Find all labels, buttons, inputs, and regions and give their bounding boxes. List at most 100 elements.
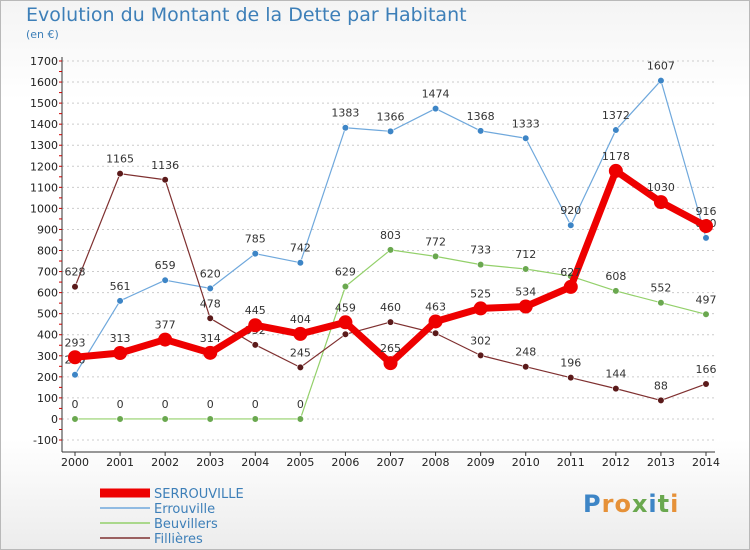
y-tick-label: 1700: [30, 55, 58, 68]
data-point: [518, 299, 533, 314]
data-label: 1372: [602, 109, 630, 122]
x-tick-label: 2012: [602, 456, 630, 469]
data-label: 627: [560, 266, 581, 279]
data-point: [612, 126, 620, 134]
data-label: 0: [297, 398, 304, 411]
data-label: 404: [290, 313, 311, 326]
x-tick-label: 2002: [151, 456, 179, 469]
data-point: [386, 127, 395, 135]
data-label: 742: [290, 242, 311, 255]
data-label: 0: [117, 398, 124, 411]
y-tick-label: 600: [37, 287, 58, 300]
x-tick-label: 2005: [286, 456, 314, 469]
data-point: [206, 284, 214, 293]
data-point: [203, 345, 218, 360]
y-tick-label: -100: [33, 434, 58, 447]
data-label: 1165: [106, 153, 134, 166]
data-point: [248, 318, 263, 333]
data-label: 0: [207, 398, 214, 411]
data-label: 445: [245, 304, 266, 317]
data-label: 463: [425, 300, 446, 313]
data-label: 772: [425, 235, 446, 248]
y-tick-label: 200: [37, 371, 58, 384]
data-point: [206, 314, 214, 322]
data-label: 166: [696, 363, 717, 376]
data-point: [608, 163, 623, 178]
y-tick-label: 900: [37, 223, 58, 236]
data-point: [296, 363, 304, 371]
data-point: [657, 299, 665, 307]
data-label: 1333: [512, 117, 540, 130]
y-tick-label: 700: [37, 266, 58, 279]
data-point: [293, 326, 308, 341]
data-point: [113, 346, 128, 361]
data-label: 460: [380, 301, 401, 314]
data-point: [612, 385, 620, 393]
y-tick-label: 1400: [30, 118, 58, 131]
data-point: [522, 363, 530, 371]
data-label: 1030: [647, 181, 675, 194]
data-label: 497: [696, 293, 717, 306]
legend-label: Beuvillers: [154, 517, 218, 532]
data-label: 561: [110, 280, 131, 293]
x-tick-label: 2006: [331, 456, 359, 469]
data-label: 525: [470, 287, 491, 300]
legend-label: SERROUVILLE: [154, 487, 244, 502]
data-point: [341, 330, 350, 338]
data-point: [71, 415, 79, 423]
data-point: [296, 415, 304, 423]
data-label: 1383: [331, 107, 359, 120]
data-label: 88: [654, 379, 668, 392]
data-point: [522, 134, 530, 142]
data-point: [71, 283, 79, 291]
data-label: 459: [335, 301, 356, 314]
data-point: [251, 415, 259, 423]
x-tick-label: 2000: [61, 456, 89, 469]
data-point: [116, 297, 124, 305]
legend-label: Errouville: [154, 502, 215, 517]
data-point: [522, 265, 530, 273]
y-tick-label: 1200: [30, 160, 58, 173]
x-tick-label: 2009: [467, 456, 495, 469]
data-label: 628: [65, 266, 86, 279]
data-point: [386, 246, 395, 254]
data-point: [657, 396, 665, 405]
data-point: [567, 221, 575, 229]
y-tick-label: 1000: [30, 202, 58, 215]
y-tick-label: 500: [37, 308, 58, 321]
data-point: [477, 127, 485, 135]
data-label: 1607: [647, 60, 675, 73]
data-point: [161, 176, 169, 184]
data-point: [116, 415, 124, 423]
data-label: 620: [200, 267, 221, 280]
x-tick-label: 2013: [647, 456, 675, 469]
data-point: [431, 252, 440, 260]
data-point: [702, 380, 710, 388]
data-point: [702, 234, 710, 242]
logo-letter: i: [648, 490, 658, 518]
data-point: [251, 250, 259, 258]
data-label: 377: [155, 319, 176, 332]
data-point: [653, 195, 668, 210]
y-tick-label: 1300: [30, 139, 58, 152]
data-label: 785: [245, 233, 266, 246]
data-label: 313: [110, 332, 131, 345]
logo-letter: r: [601, 490, 615, 518]
logo-letter: i: [670, 490, 680, 518]
x-tick-label: 2008: [422, 456, 450, 469]
y-tick-label: 1600: [30, 76, 58, 89]
data-point: [699, 219, 713, 234]
data-label: 534: [515, 286, 536, 299]
logo-letter: P: [583, 490, 602, 518]
y-tick-label: 300: [37, 350, 58, 363]
data-label: 293: [65, 336, 86, 349]
data-label: 1178: [602, 150, 630, 163]
data-label: 552: [650, 282, 671, 295]
chart-subtitle: (en €): [26, 28, 59, 41]
data-point: [431, 329, 440, 337]
x-tick-label: 2007: [377, 456, 405, 469]
data-label: 248: [515, 346, 536, 359]
data-label: 265: [380, 342, 401, 355]
